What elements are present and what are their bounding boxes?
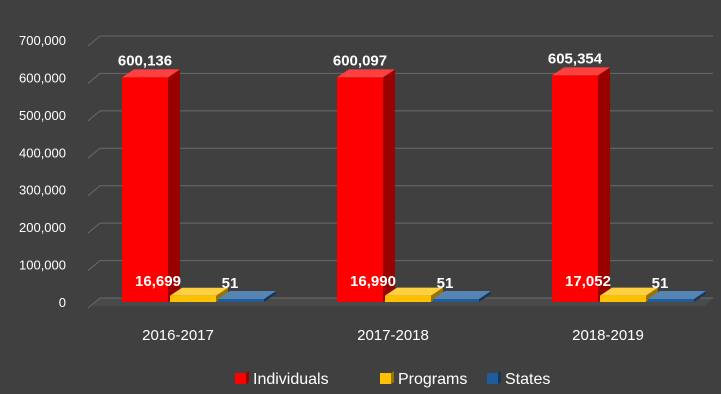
bar-front (552, 75, 598, 302)
data-label-states: 51 (437, 275, 454, 292)
y-tick-label: 700,000 (19, 33, 66, 48)
bar-top (218, 291, 276, 299)
data-labels: 600,136 16,699 51 600,097 16,990 51 605,354 17,… (118, 50, 668, 292)
legend-label: States (505, 371, 550, 388)
data-label-programs: 17,052 (565, 273, 611, 290)
legend-swatch (380, 373, 391, 384)
bar-top (552, 67, 610, 76)
legend-item-programs: Programs (380, 371, 467, 388)
legend-swatch-side (498, 371, 501, 384)
data-label-individuals: 605,354 (548, 50, 603, 67)
gridline (87, 35, 713, 47)
gridlines (87, 35, 713, 309)
y-axis-tick-labels: 0 100,000 200,000 300,000 400,000 500,000 600,… (19, 33, 66, 310)
bar-top (433, 291, 491, 299)
x-category-label: 2018-2019 (572, 327, 644, 344)
data-label-individuals: 600,097 (333, 52, 387, 69)
x-category-label: 2017-2018 (357, 327, 429, 344)
y-tick-label: 400,000 (19, 145, 66, 160)
gridline (87, 147, 713, 159)
y-tick-label: 0 (59, 295, 66, 310)
data-label-states: 51 (222, 275, 239, 292)
bar-states-2018-2019 (648, 291, 706, 302)
gridline (87, 110, 713, 122)
bar-top (337, 69, 395, 78)
x-category-label: 2016-2017 (142, 327, 214, 344)
bar-side (598, 67, 610, 302)
bar-top (648, 291, 706, 299)
bar-side (479, 291, 491, 302)
gridline (87, 260, 713, 271)
bar-front (433, 299, 479, 302)
data-label-individuals: 600,136 (118, 52, 172, 69)
bar-side (694, 291, 706, 302)
bar-states-2016-2017 (218, 291, 276, 302)
bar-individuals-2017-2018 (337, 69, 395, 302)
gridline (87, 185, 713, 197)
bar-front (337, 77, 383, 302)
legend-label: Individuals (253, 371, 329, 388)
bar-top (122, 69, 180, 78)
bar-front (385, 295, 431, 302)
x-axis-category-labels: 2016-2017 2017-2018 2018-2019 (142, 327, 644, 344)
y-tick-label: 100,000 (19, 258, 66, 273)
gridline (87, 72, 713, 84)
y-tick-label: 500,000 (19, 108, 66, 123)
gridline (87, 297, 713, 309)
legend-item-states: States (487, 371, 550, 388)
bar-individuals-2018-2019 (552, 67, 610, 302)
bar-top (170, 287, 228, 296)
legend: Individuals Programs States (235, 371, 550, 388)
bar-front (600, 295, 646, 302)
legend-label: Programs (398, 371, 467, 388)
bar-front (122, 77, 168, 302)
bar-side (383, 69, 395, 302)
gridline (87, 222, 713, 234)
legend-item-individuals: Individuals (235, 371, 329, 388)
legend-swatch (487, 373, 498, 384)
bar-top (385, 287, 443, 296)
data-label-states: 51 (652, 275, 669, 292)
bar-front (218, 299, 264, 302)
bars (122, 67, 706, 302)
bar-side (264, 291, 276, 302)
y-tick-label: 200,000 (19, 220, 66, 235)
legend-swatch-side (246, 371, 249, 384)
y-tick-label: 300,000 (19, 183, 66, 198)
legend-swatch (235, 373, 246, 384)
bar-states-2017-2018 (433, 291, 491, 302)
y-tick-label: 600,000 (19, 70, 66, 85)
bar-front (170, 295, 216, 302)
bar-top (600, 287, 658, 296)
bar-side (168, 69, 180, 302)
data-label-programs: 16,699 (135, 273, 181, 290)
bar-individuals-2016-2017 (122, 69, 180, 302)
data-label-programs: 16,990 (350, 273, 396, 290)
bar-front (648, 299, 694, 302)
legend-swatch-side (391, 371, 394, 384)
